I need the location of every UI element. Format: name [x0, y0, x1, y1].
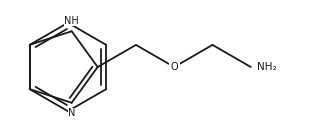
Text: N: N: [68, 108, 75, 118]
Text: NH₂: NH₂: [257, 62, 276, 72]
Text: NH: NH: [64, 16, 79, 26]
Text: O: O: [170, 62, 178, 72]
